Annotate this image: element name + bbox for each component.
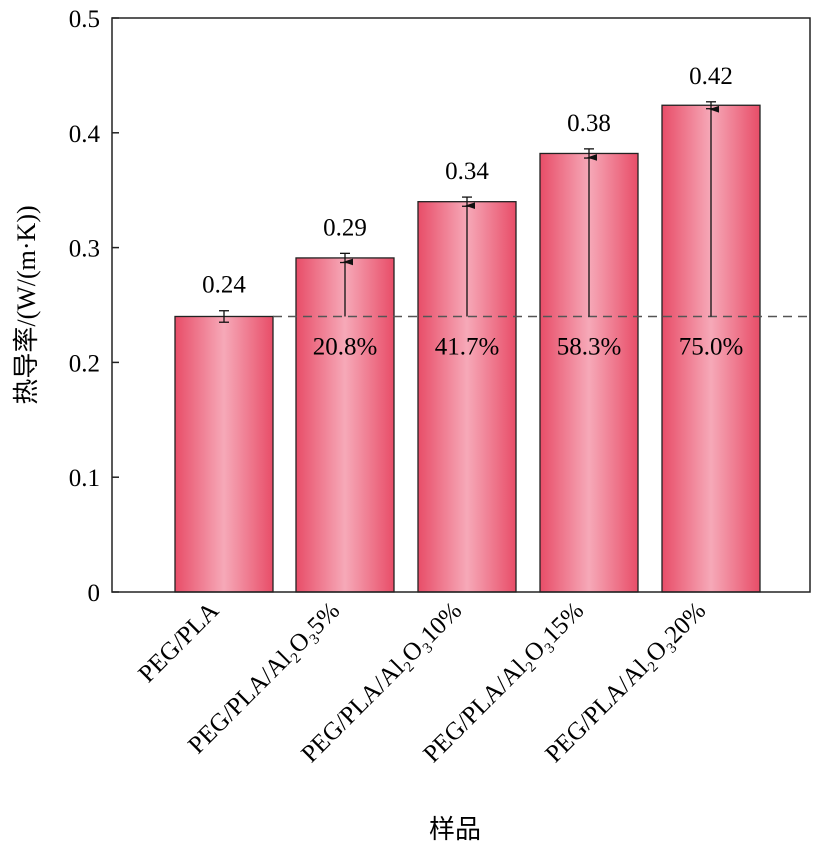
y-tick-label: 0.4 [69,121,101,148]
plot-frame [111,17,811,593]
increase-label: 58.3% [557,333,622,360]
x-axis-label: 样品 [429,815,481,844]
x-tick-label: PEG/PLA [133,597,224,688]
increase-label: 20.8% [313,333,378,360]
y-tick-label: 0.2 [69,350,100,377]
bar [174,315,274,593]
increase-label: 75.0% [679,333,744,360]
y-tick-label: 0.1 [69,465,100,492]
y-tick-label: 0.3 [69,236,100,263]
value-label: 0.38 [567,110,611,137]
y-axis-label: 热导率/(W/(m·K)) [12,205,41,404]
y-tick-label: 0.5 [69,6,100,33]
increase-label: 41.7% [435,333,500,360]
y-tick-label: 0 [88,580,101,607]
value-label: 0.24 [202,272,246,299]
value-label: 0.29 [323,214,367,241]
value-label: 0.42 [689,63,733,90]
value-label: 0.34 [445,158,489,185]
